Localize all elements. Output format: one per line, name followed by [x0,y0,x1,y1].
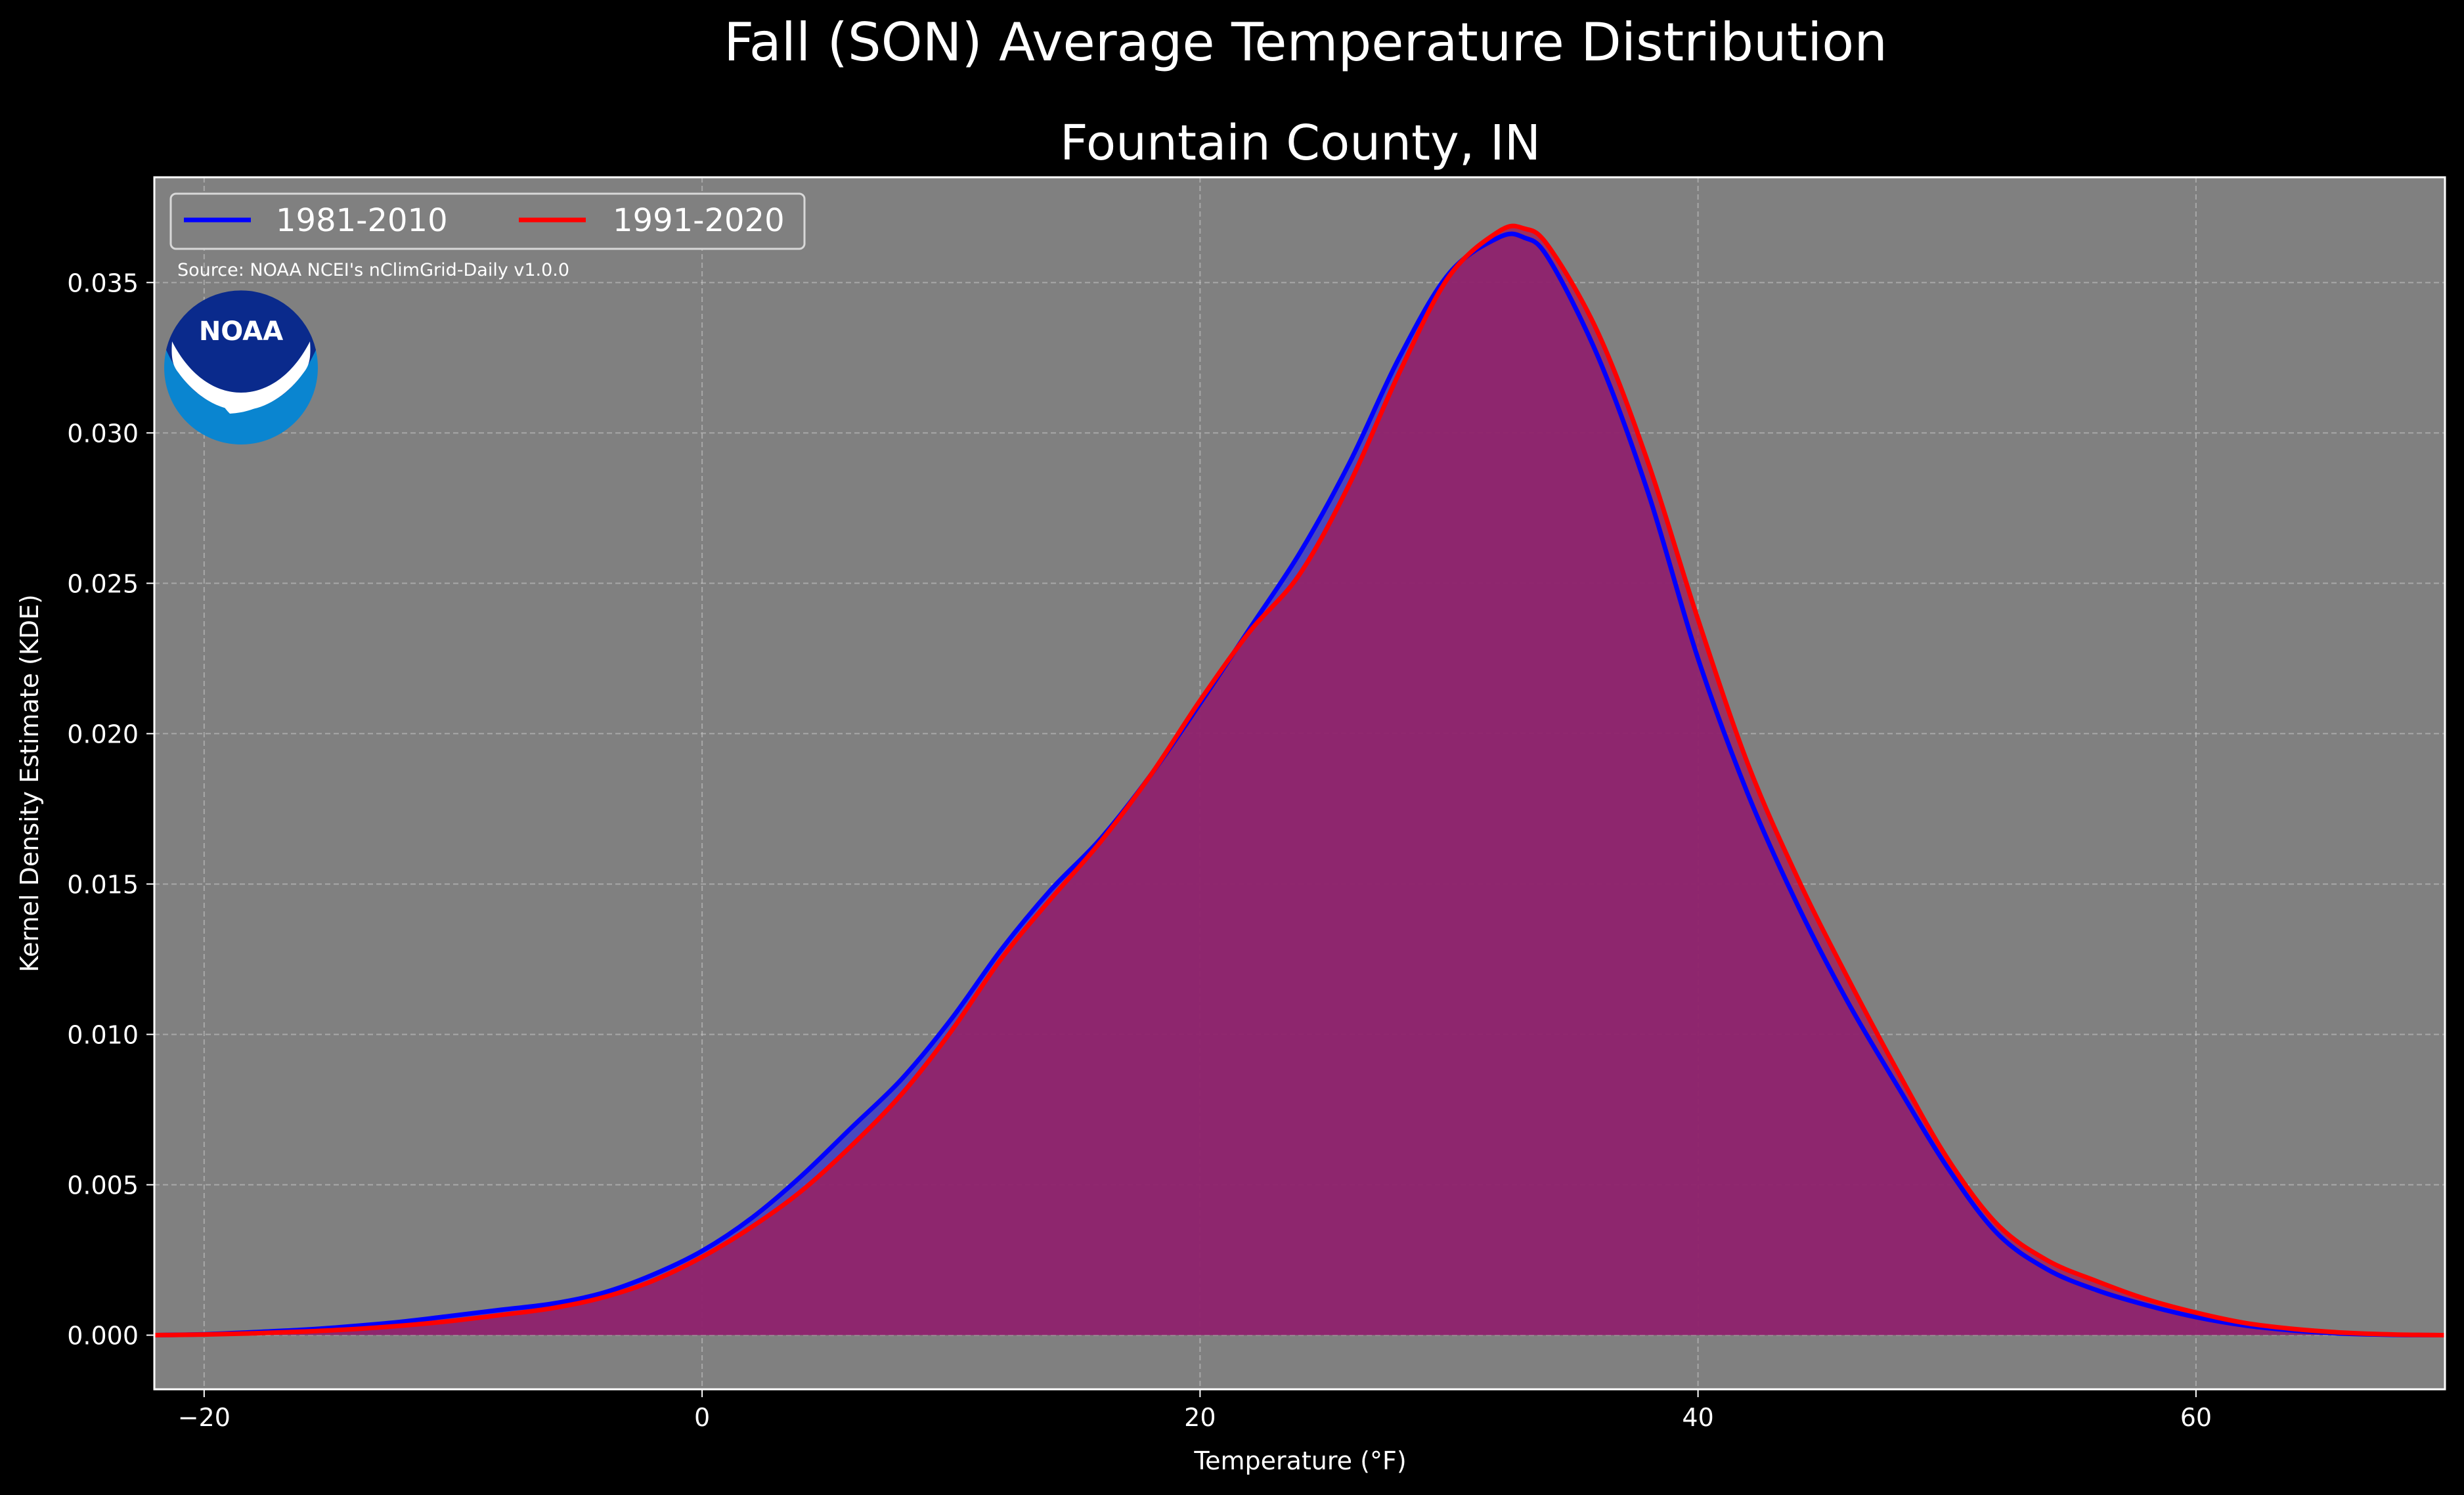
x-tick-label: 0 [694,1403,710,1432]
y-axis: 0.000 0.005 0.010 0.015 0.020 0.025 0.030 0.035 [67,269,154,1351]
noaa-logo-icon: NOAA [164,290,318,444]
x-tick-label: 40 [1682,1403,1713,1432]
density-lines [154,223,2446,1337]
legend-label-1981-2010: 1981-2010 [276,202,448,239]
y-tick-label: 0.035 [67,269,139,297]
x-tick-label: 60 [2180,1403,2212,1432]
source-note: Source: NOAA NCEI's nClimGrid-Daily v1.0… [177,260,569,280]
y-tick-label: 0.015 [67,870,139,899]
noaa-logo-text: NOAA [199,316,283,347]
legend: 1981-2010 1991-2020 [169,192,806,250]
y-tick-label: 0.025 [67,569,139,598]
legend-box [169,192,806,250]
density-line-1981-2010 [154,231,2446,1337]
density-line-1991-2020 [154,223,2446,1337]
x-axis: −20 0 20 40 60 [178,1389,2212,1432]
chart-title: Fountain County, IN [1060,115,1541,171]
plot-frame [153,176,2446,1391]
x-tick-label: 20 [1184,1403,1216,1432]
y-tick-label: 0.005 [67,1171,139,1200]
x-tick-label: −20 [178,1403,231,1432]
y-tick-label: 0.020 [67,720,139,748]
density-fills [154,226,2445,1335]
y-tick-label: 0.010 [67,1020,139,1049]
chart-suptitle: Fall (SON) Average Temperature Distribut… [724,12,1887,73]
y-axis-label: Kernel Density Estimate (KDE) [15,594,44,972]
y-tick-label: 0.000 [67,1322,139,1351]
density-fill-1991-2020 [154,226,2445,1335]
legend-label-1991-2020: 1991-2020 [613,202,785,239]
y-tick-label: 0.030 [67,419,139,448]
x-axis-label: Temperature (°F) [1193,1446,1406,1475]
